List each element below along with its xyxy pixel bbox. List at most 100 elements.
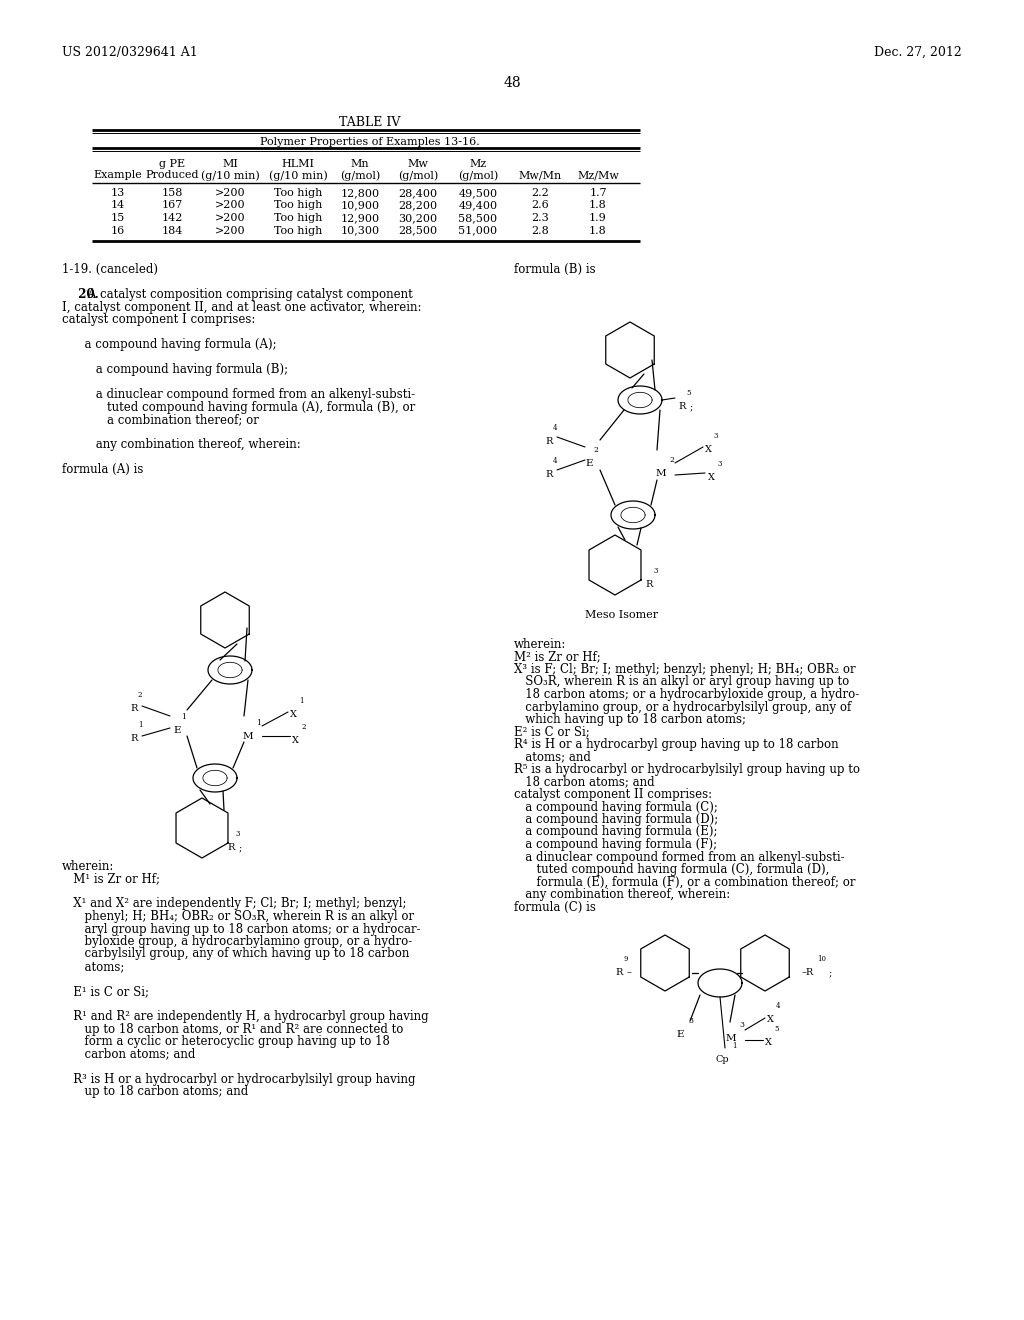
Text: wherein:: wherein:: [514, 638, 566, 651]
Text: 12,900: 12,900: [340, 213, 380, 223]
Text: 10: 10: [817, 954, 826, 964]
Text: any combination thereof, wherein:: any combination thereof, wherein:: [62, 438, 301, 451]
Text: 2.8: 2.8: [531, 226, 549, 235]
Text: 2.2: 2.2: [531, 187, 549, 198]
Text: 48: 48: [503, 77, 521, 90]
Text: a compound having formula (F);: a compound having formula (F);: [514, 838, 717, 851]
Text: 2: 2: [301, 723, 305, 731]
Text: 14: 14: [111, 201, 125, 210]
Text: a compound having formula (E);: a compound having formula (E);: [514, 825, 718, 838]
Text: E: E: [676, 1030, 684, 1039]
Text: 5: 5: [686, 389, 690, 397]
Text: R: R: [545, 470, 552, 479]
Text: SO₃R, wherein R is an alkyl or aryl group having up to: SO₃R, wherein R is an alkyl or aryl grou…: [514, 676, 849, 689]
Text: X: X: [292, 737, 299, 744]
Text: Mz/Mw: Mz/Mw: [578, 170, 618, 180]
Text: 16: 16: [111, 226, 125, 235]
Text: 1-19. (canceled): 1-19. (canceled): [62, 263, 158, 276]
Text: Too high: Too high: [273, 187, 323, 198]
Text: phenyl; H; BH₄; OBR₂ or SO₃R, wherein R is an alkyl or: phenyl; H; BH₄; OBR₂ or SO₃R, wherein R …: [62, 909, 414, 923]
Text: (g/mol): (g/mol): [398, 170, 438, 181]
Text: carbylsilyl group, any of which having up to 18 carbon: carbylsilyl group, any of which having u…: [62, 948, 410, 961]
Text: 1: 1: [256, 719, 261, 727]
Text: (g/mol): (g/mol): [340, 170, 380, 181]
Text: Too high: Too high: [273, 201, 323, 210]
Text: up to 18 carbon atoms; and: up to 18 carbon atoms; and: [62, 1085, 248, 1098]
Text: formula (E), formula (F), or a combination thereof; or: formula (E), formula (F), or a combinati…: [514, 875, 855, 888]
Text: Meso Isomer: Meso Isomer: [585, 610, 658, 620]
Text: M: M: [726, 1034, 736, 1043]
Text: 3: 3: [714, 432, 719, 440]
Text: Too high: Too high: [273, 213, 323, 223]
Text: (g/mol): (g/mol): [458, 170, 498, 181]
Text: 10,300: 10,300: [340, 226, 380, 235]
Text: X¹ and X² are independently F; Cl; Br; I; methyl; benzyl;: X¹ and X² are independently F; Cl; Br; I…: [62, 898, 407, 911]
Text: carbylamino group, or a hydrocarbylsilyl group, any of: carbylamino group, or a hydrocarbylsilyl…: [514, 701, 851, 714]
Text: X: X: [705, 445, 712, 454]
Text: –R: –R: [802, 968, 814, 977]
Text: a dinuclear compound formed from an alkenyl-substi-: a dinuclear compound formed from an alke…: [62, 388, 415, 401]
Text: R: R: [130, 734, 137, 743]
Text: R⁴ is H or a hydrocarbyl group having up to 18 carbon: R⁴ is H or a hydrocarbyl group having up…: [514, 738, 839, 751]
Text: 142: 142: [162, 213, 182, 223]
Text: 18 carbon atoms; or a hydrocarbyloxide group, a hydro-: 18 carbon atoms; or a hydrocarbyloxide g…: [514, 688, 859, 701]
Text: R: R: [227, 843, 234, 851]
Text: ;: ;: [690, 403, 693, 411]
Text: Cp: Cp: [715, 1055, 729, 1064]
Text: 9: 9: [623, 954, 628, 964]
Text: >200: >200: [215, 187, 246, 198]
Text: 28,400: 28,400: [398, 187, 437, 198]
Text: form a cyclic or heterocyclic group having up to 18: form a cyclic or heterocyclic group havi…: [62, 1035, 390, 1048]
Text: 28,200: 28,200: [398, 201, 437, 210]
Text: catalyst component I comprises:: catalyst component I comprises:: [62, 313, 255, 326]
Text: X: X: [708, 473, 715, 482]
Text: R: R: [545, 437, 552, 446]
Text: 2.6: 2.6: [531, 201, 549, 210]
Text: tuted compound having formula (A), formula (B), or: tuted compound having formula (A), formu…: [62, 400, 416, 413]
Text: US 2012/0329641 A1: US 2012/0329641 A1: [62, 46, 198, 59]
Text: I, catalyst component II, and at least one activator, wherein:: I, catalyst component II, and at least o…: [62, 301, 422, 314]
Text: 1: 1: [181, 713, 186, 721]
Text: R⁵ is a hydrocarbyl or hydrocarbylsilyl group having up to: R⁵ is a hydrocarbyl or hydrocarbylsilyl …: [514, 763, 860, 776]
Text: 2: 2: [138, 690, 142, 700]
Text: E² is C or Si;: E² is C or Si;: [514, 726, 590, 738]
Text: a dinuclear compound formed from an alkenyl-substi-: a dinuclear compound formed from an alke…: [514, 850, 845, 863]
Text: formula (B) is: formula (B) is: [514, 263, 596, 276]
Text: 3: 3: [234, 830, 240, 838]
Text: A catalyst composition comprising catalyst component: A catalyst composition comprising cataly…: [84, 288, 413, 301]
Text: Mw/Mn: Mw/Mn: [518, 170, 561, 180]
Text: 2.3: 2.3: [531, 213, 549, 223]
Text: 51,000: 51,000: [459, 226, 498, 235]
Text: aryl group having up to 18 carbon atoms; or a hydrocar-: aryl group having up to 18 carbon atoms;…: [62, 923, 421, 936]
Text: R¹ and R² are independently H, a hydrocarbyl group having: R¹ and R² are independently H, a hydroca…: [62, 1010, 429, 1023]
Text: which having up to 18 carbon atoms;: which having up to 18 carbon atoms;: [514, 713, 746, 726]
Text: 1.7: 1.7: [589, 187, 607, 198]
Text: 1: 1: [138, 721, 142, 729]
Text: 12,800: 12,800: [340, 187, 380, 198]
Text: >200: >200: [215, 201, 246, 210]
Text: 3: 3: [653, 568, 657, 576]
Text: 4: 4: [553, 424, 557, 432]
Text: Polymer Properties of Examples 13-16.: Polymer Properties of Examples 13-16.: [260, 137, 480, 147]
Text: Example: Example: [93, 170, 142, 180]
Text: E¹ is C or Si;: E¹ is C or Si;: [62, 985, 150, 998]
Text: X: X: [767, 1015, 774, 1024]
Text: 3: 3: [739, 1020, 744, 1030]
Text: R: R: [615, 968, 623, 977]
Text: a compound having formula (A);: a compound having formula (A);: [62, 338, 276, 351]
Text: tuted compound having formula (C), formula (D),: tuted compound having formula (C), formu…: [514, 863, 829, 876]
Text: 4: 4: [776, 1002, 780, 1010]
Text: ;: ;: [829, 968, 833, 977]
Text: >200: >200: [215, 213, 246, 223]
Text: R: R: [678, 403, 685, 411]
Text: formula (A) is: formula (A) is: [62, 463, 143, 477]
Text: Too high: Too high: [273, 226, 323, 235]
Text: 30,200: 30,200: [398, 213, 437, 223]
Text: 158: 158: [162, 187, 182, 198]
Text: 1.8: 1.8: [589, 201, 607, 210]
Text: a compound having formula (C);: a compound having formula (C);: [514, 800, 718, 813]
Text: –: –: [627, 968, 632, 977]
Text: 15: 15: [111, 213, 125, 223]
Text: carbon atoms; and: carbon atoms; and: [62, 1048, 196, 1060]
Text: 49,400: 49,400: [459, 201, 498, 210]
